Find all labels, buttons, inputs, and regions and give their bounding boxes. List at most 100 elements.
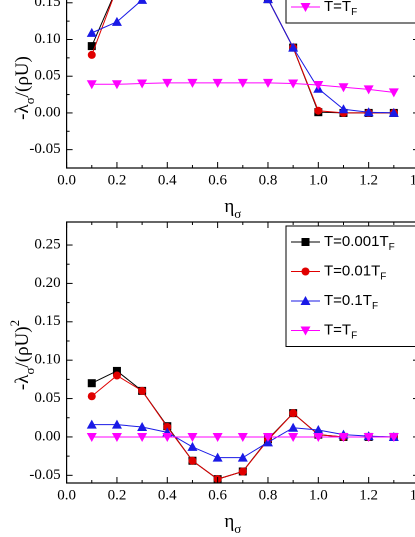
marker <box>338 432 349 442</box>
legend-marker <box>300 296 311 305</box>
marker <box>237 432 248 442</box>
legend-label: T=TF <box>324 321 357 341</box>
y-tick-label: 0.00 <box>34 104 60 120</box>
marker <box>288 432 299 442</box>
legend-subscript: F <box>351 331 357 342</box>
marker <box>112 371 121 380</box>
x-tick-label: 1.2 <box>359 487 378 503</box>
legend-subscript: F <box>351 7 357 18</box>
marker <box>87 392 96 401</box>
marker <box>212 452 223 462</box>
label-part: /(ρU) <box>12 56 33 97</box>
y-tick-label: 0.15 <box>34 0 60 10</box>
legend-subscript: F <box>380 272 386 283</box>
marker <box>363 432 374 442</box>
marker <box>111 432 122 442</box>
label-part: -λ <box>12 374 33 390</box>
marker <box>237 452 248 462</box>
label-part: σ <box>22 368 37 375</box>
x-tick-label: 0.6 <box>208 172 227 188</box>
x-tick-label: 0.4 <box>158 487 177 503</box>
y-tick-label: 0.00 <box>34 428 60 444</box>
marker <box>313 81 324 91</box>
marker <box>86 80 97 90</box>
y-tick-label: 0.10 <box>34 31 60 47</box>
marker <box>212 78 223 88</box>
marker <box>137 0 148 4</box>
marker <box>187 441 198 451</box>
marker <box>87 50 96 59</box>
x-axis-label: ησ <box>224 196 241 221</box>
marker <box>388 88 399 98</box>
label-part: σ <box>234 521 241 536</box>
x-axis-label: ησ <box>224 511 241 536</box>
label-part: η <box>224 511 234 532</box>
marker <box>237 78 248 88</box>
label-part: σ <box>22 97 37 104</box>
x-tick-label: 0.6 <box>208 487 227 503</box>
legend-label: T=0.01TF <box>324 262 386 282</box>
marker <box>137 79 148 89</box>
x-tick-label: 0.2 <box>108 172 127 188</box>
label-part: σ <box>234 206 241 221</box>
legend-marker <box>300 326 311 336</box>
label-part: 2 <box>7 320 22 327</box>
marker <box>86 432 97 442</box>
marker <box>212 432 223 442</box>
marker <box>112 366 121 375</box>
y-axis-label: -λσ/(ρU) <box>12 56 37 120</box>
x-tick-label: 1.0 <box>309 172 328 188</box>
marker <box>363 85 374 95</box>
y-tick-label: 0.05 <box>34 390 60 406</box>
y-tick-label: 0.15 <box>34 313 60 329</box>
marker <box>162 78 173 88</box>
legend-marker <box>300 3 311 12</box>
marker <box>388 107 399 117</box>
y-tick-label: 0.25 <box>34 236 60 252</box>
marker <box>313 432 324 442</box>
marker <box>111 80 122 90</box>
marker <box>86 27 97 37</box>
y-tick-label: 0.10 <box>34 352 60 368</box>
marker <box>111 419 122 429</box>
marker <box>388 432 399 442</box>
y-axis-label: -λσ/(ρU)2 <box>7 320 37 390</box>
x-tick-label: 0.8 <box>259 172 278 188</box>
label-part: -λ <box>12 104 33 120</box>
marker <box>288 79 299 89</box>
label-part: η <box>224 196 234 217</box>
marker <box>338 104 349 114</box>
marker <box>314 106 323 115</box>
marker <box>111 16 122 26</box>
label-part: /(ρU) <box>12 326 33 367</box>
plot <box>86 366 399 484</box>
legend-label: T=TF <box>324 0 357 18</box>
x-tick-label: 1.2 <box>359 172 378 188</box>
marker <box>87 42 96 51</box>
legend-marker <box>301 238 310 246</box>
marker <box>313 425 324 435</box>
marker <box>262 78 273 88</box>
marker <box>162 432 173 442</box>
marker <box>86 419 97 429</box>
x-tick-label: 1.0 <box>309 487 328 503</box>
legend-box <box>285 0 415 24</box>
legend-subscript: F <box>372 301 378 312</box>
marker <box>187 78 198 88</box>
x-tick-label: 0.8 <box>259 487 278 503</box>
legend-subscript: F <box>389 242 395 253</box>
marker <box>238 467 247 476</box>
legend-label: T=0.001TF <box>324 233 395 253</box>
marker <box>262 0 273 4</box>
x-tick-label: 0.2 <box>108 487 127 503</box>
marker <box>163 422 172 431</box>
marker <box>188 456 197 465</box>
marker <box>288 42 299 52</box>
series-line <box>91 374 394 480</box>
x-tick-label: 1.4 <box>410 487 415 503</box>
marker <box>338 83 349 93</box>
y-tick-label: -0.05 <box>29 141 60 157</box>
x-tick-label: 0.0 <box>57 487 76 503</box>
marker <box>137 421 148 431</box>
